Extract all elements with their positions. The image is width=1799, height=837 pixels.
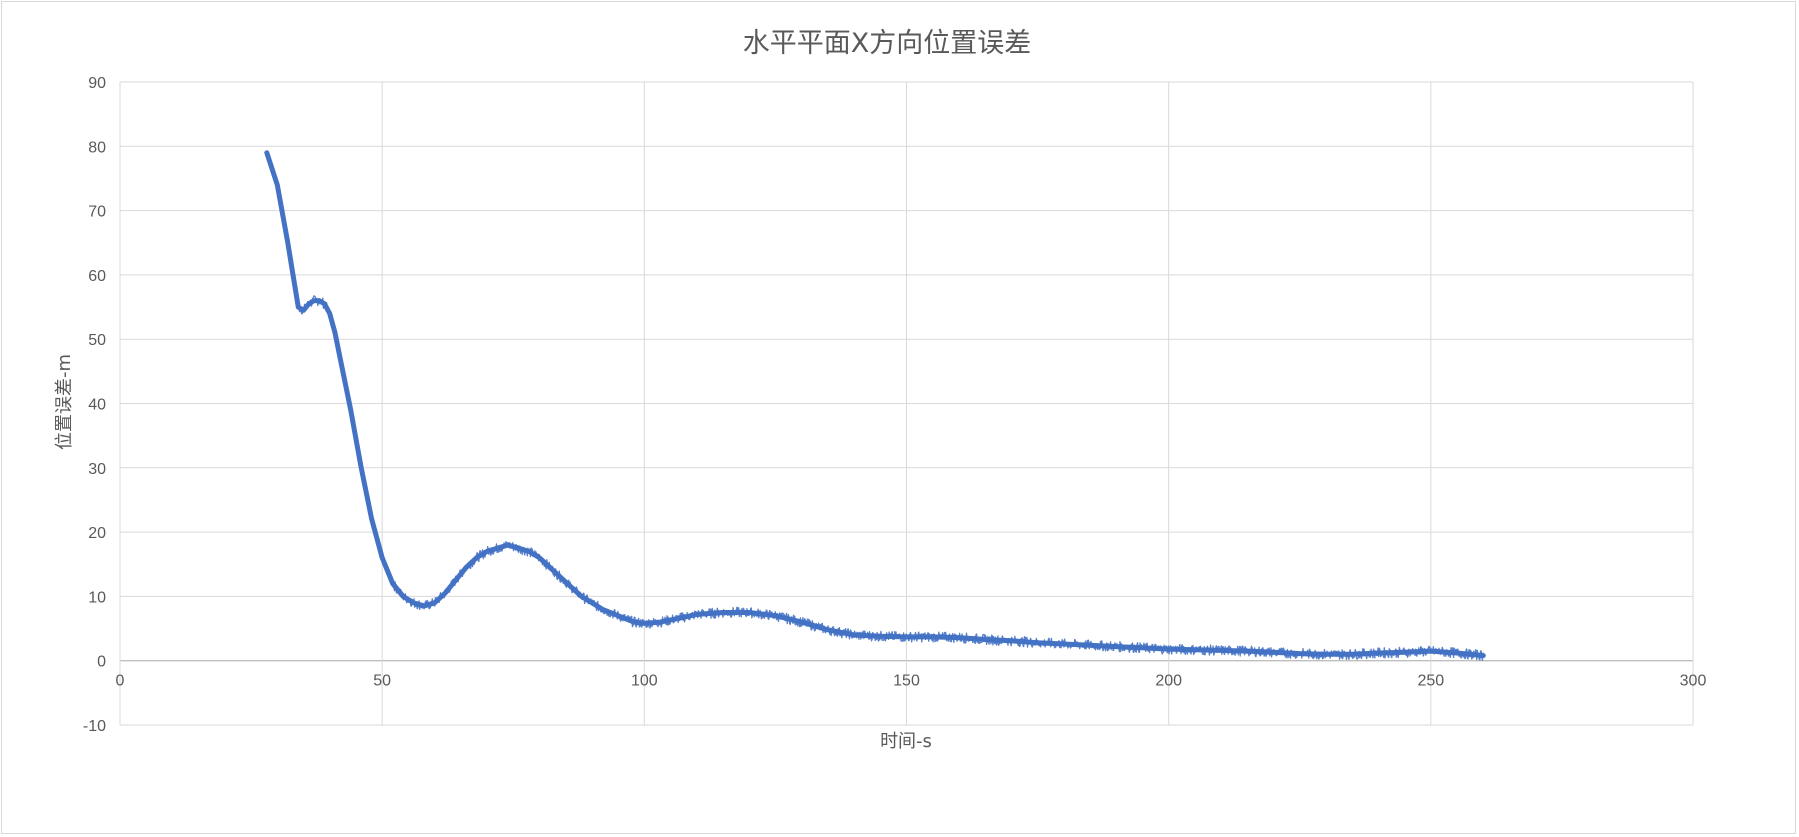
y-tick-label: 80 bbox=[88, 139, 106, 156]
x-tick-label: 150 bbox=[893, 673, 920, 690]
y-tick-label: 50 bbox=[88, 332, 106, 349]
series-noise-band bbox=[266, 152, 1484, 662]
series-line bbox=[264, 150, 1486, 659]
y-tick-label: 10 bbox=[88, 589, 106, 606]
x-axis-title: 时间-s bbox=[880, 731, 932, 752]
y-tick-label: 0 bbox=[97, 654, 106, 671]
y-tick-label: 70 bbox=[88, 204, 106, 221]
y-tick-label: -10 bbox=[83, 718, 106, 735]
x-tick-label: 50 bbox=[373, 673, 391, 690]
y-tick-label: 90 bbox=[88, 75, 106, 92]
x-tick-label: 0 bbox=[116, 673, 125, 690]
x-tick-label: 200 bbox=[1155, 673, 1182, 690]
x-tick-label: 100 bbox=[631, 673, 658, 690]
chart-title: 水平平面X方向位置误差 bbox=[743, 28, 1032, 59]
grid-lines bbox=[119, 81, 1694, 726]
y-axis-title: 位置误差-m bbox=[54, 354, 75, 450]
y-tick-labels: -10 0 10 20 30 40 50 60 70 80 90 bbox=[83, 75, 106, 735]
x-tick-label: 300 bbox=[1680, 673, 1707, 690]
x-tick-labels: 0 50 100 150 200 250 300 bbox=[116, 673, 1707, 690]
y-tick-label: 40 bbox=[88, 397, 106, 414]
x-tick-label: 250 bbox=[1417, 673, 1444, 690]
y-tick-label: 30 bbox=[88, 461, 106, 478]
y-tick-label: 60 bbox=[88, 268, 106, 285]
y-tick-label: 20 bbox=[88, 525, 106, 542]
